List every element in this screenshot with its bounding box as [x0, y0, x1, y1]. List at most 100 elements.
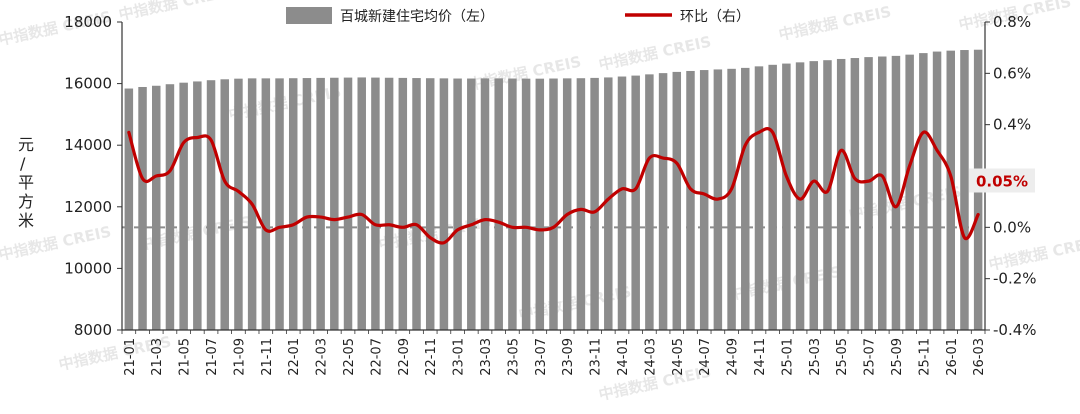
x-tick-label: 21-09 — [232, 338, 247, 376]
bar-23-11 — [590, 77, 599, 331]
x-tick-label: 24-01 — [616, 338, 631, 376]
x-tick-label: 21-03 — [150, 338, 165, 376]
bar-series — [124, 49, 983, 331]
y-axis-title-char: 平 — [18, 173, 34, 192]
bar-21-02 — [138, 86, 147, 331]
legend-bar-swatch — [286, 7, 332, 24]
x-tick-label: 23-07 — [534, 338, 549, 376]
bar-24-07 — [699, 70, 709, 331]
x-tick-label: 25-01 — [780, 338, 795, 376]
x-tick-label: 25-03 — [808, 338, 823, 376]
bar-24-01 — [617, 76, 627, 331]
left-tick-label: 10000 — [64, 259, 112, 277]
bar-25-07 — [864, 57, 873, 331]
bar-22-10 — [412, 78, 421, 330]
legend-bar-label: 百城新建住宅均价（左） — [340, 9, 494, 25]
right-tick-label: -0.2% — [993, 270, 1037, 288]
x-tick-label: 22-03 — [315, 338, 330, 376]
bar-22-05 — [343, 77, 353, 330]
bar-22-09 — [398, 77, 408, 331]
left-tick-label: 12000 — [64, 198, 112, 216]
y-axis-title-char: 方 — [18, 192, 34, 211]
bar-25-11 — [919, 53, 928, 331]
line-series — [127, 127, 980, 245]
right-tick-label: 0.4% — [993, 116, 1031, 134]
bar-25-03 — [809, 61, 819, 331]
watermark-text: 中指数据 CREIS — [517, 283, 633, 324]
bar-23-07 — [535, 78, 545, 330]
annotation-label: 0.05% — [976, 173, 1028, 191]
x-tick-label: 24-11 — [753, 338, 768, 376]
x-tick-label: 22-05 — [342, 338, 357, 376]
watermark-text: 中指数据 CREIS — [117, 0, 233, 24]
right-tick-label: -0.4% — [993, 321, 1037, 339]
bar-21-11 — [261, 78, 271, 330]
bar-24-10 — [741, 67, 750, 330]
bar-22-03 — [316, 77, 325, 331]
watermark-text: 中指数据 CREIS — [987, 233, 1080, 274]
x-tick-label: 24-03 — [643, 338, 658, 376]
x-tick-label: 21-05 — [178, 338, 193, 376]
bar-23-12 — [604, 77, 613, 330]
bar-23-08 — [549, 78, 558, 331]
bar-24-04 — [658, 73, 668, 330]
watermark-text: 中指数据 CREIS — [0, 223, 113, 264]
x-tick-label: 22-11 — [424, 338, 439, 376]
watermark-text: 中指数据 CREIS — [597, 33, 713, 74]
bar-26-02 — [960, 50, 969, 330]
bar-22-08 — [384, 77, 394, 330]
watermark-text: 中指数据 CREIS — [227, 83, 343, 124]
x-tick-label: 23-11 — [589, 338, 604, 376]
bar-23-09 — [562, 78, 572, 330]
bar-25-08 — [878, 56, 887, 330]
left-tick-label: 16000 — [64, 75, 112, 93]
bar-24-03 — [645, 74, 654, 330]
bar-25-09 — [891, 55, 901, 330]
axes-layer: 18000 16000 14000 12000 10000 8000 0.8% 0.6% 0.4… — [64, 13, 1036, 376]
right-tick-label: 0.6% — [993, 64, 1031, 82]
x-tick-label: 25-07 — [863, 338, 878, 376]
bar-21-09 — [234, 78, 243, 330]
x-tick-label: 26-01 — [945, 338, 960, 376]
bar-23-01 — [453, 78, 462, 331]
y-axis-title: 元/平方米 — [18, 135, 34, 230]
bar-23-06 — [521, 78, 531, 330]
bar-23-04 — [494, 78, 503, 330]
bar-24-12 — [768, 64, 777, 330]
left-tick-label: 14000 — [64, 136, 112, 154]
x-tick-label: 21-11 — [260, 338, 275, 376]
bar-26-01 — [946, 50, 955, 330]
x-tick-label: 21-01 — [123, 338, 138, 376]
y-axis-title-char: / — [20, 154, 26, 173]
bar-25-01 — [782, 63, 791, 330]
x-tick-label: 25-05 — [835, 338, 850, 376]
bar-23-03 — [480, 78, 490, 330]
annotation-box — [969, 168, 1035, 193]
left-tick-label: 18000 — [64, 13, 112, 31]
legend-line-label: 环比（右） — [680, 9, 750, 25]
x-tick-label: 24-09 — [726, 338, 741, 376]
y-axis-title-char: 米 — [18, 211, 34, 230]
right-tick-label: 0.0% — [993, 218, 1031, 236]
bar-25-10 — [905, 54, 914, 331]
x-tick-label: 24-05 — [671, 338, 686, 376]
bar-21-07 — [206, 80, 216, 331]
bar-22-12 — [439, 78, 449, 330]
bar-24-05 — [672, 71, 682, 331]
bar-22-04 — [330, 77, 339, 330]
x-tick-label: 23-03 — [479, 338, 494, 376]
bar-21-06 — [193, 81, 202, 330]
right-tick-label: 0.8% — [993, 13, 1031, 31]
bar-22-01 — [288, 78, 298, 331]
bar-22-11 — [425, 78, 435, 331]
bar-23-05 — [508, 78, 517, 331]
bar-23-10 — [576, 78, 586, 331]
bar-21-12 — [275, 78, 284, 330]
x-tick-label: 23-01 — [452, 338, 467, 376]
bar-21-04 — [165, 84, 175, 330]
bar-25-12 — [932, 51, 942, 330]
bar-21-01 — [124, 88, 134, 330]
bar-24-09 — [727, 68, 736, 330]
